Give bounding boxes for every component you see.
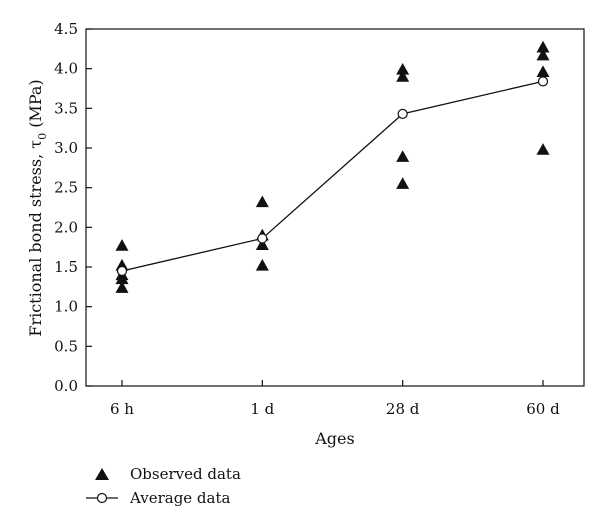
y-axis-title: Frictional bond stress, τ0 (MPa) <box>26 79 49 336</box>
legend-item-average: Average data <box>86 489 231 507</box>
y-tick-label: 0.0 <box>54 377 78 395</box>
legend: Observed data Average data <box>86 465 241 507</box>
y-tick-label: 2.5 <box>54 179 78 197</box>
observed-point <box>255 238 269 250</box>
y-tick-label: 1.0 <box>54 298 78 316</box>
average-series <box>121 80 544 272</box>
observed-point <box>255 258 269 271</box>
plot-frame <box>85 28 585 387</box>
observed-point <box>396 62 410 75</box>
legend-observed-label: Observed data <box>130 465 241 483</box>
average-markers <box>116 76 549 277</box>
average-line <box>121 80 544 272</box>
observed-point <box>536 143 550 155</box>
legend-item-observed: Observed data <box>95 465 241 483</box>
y-tick-label: 3.0 <box>54 139 78 157</box>
y-tick-label: 3.5 <box>54 99 78 117</box>
observed-point <box>115 272 129 285</box>
x-tick-label: 6 h <box>110 400 134 418</box>
observed-point <box>115 281 129 293</box>
observed-point <box>396 150 410 162</box>
x-tick-label: 28 d <box>386 400 420 418</box>
observed-point <box>115 239 129 251</box>
average-point <box>116 265 128 277</box>
x-axis: 6 h 1 d 28 d 60 d <box>110 380 560 418</box>
x-tick-label: 1 d <box>250 400 274 418</box>
y-axis-title-unit: (MPa) <box>26 79 45 133</box>
legend-average-label: Average data <box>129 489 231 507</box>
y-tick-label: 4.0 <box>54 60 78 78</box>
y-tick-label: 1.5 <box>54 258 78 276</box>
observed-point <box>536 40 550 53</box>
y-axis-title-subscript: 0 <box>36 133 49 140</box>
observed-point <box>396 70 410 82</box>
observed-point <box>536 65 550 78</box>
observed-series <box>115 40 550 293</box>
y-tick-label: 2.0 <box>54 218 78 236</box>
average-point <box>257 233 268 244</box>
observed-point <box>536 48 550 61</box>
observed-point <box>255 195 269 208</box>
observed-point <box>396 177 410 189</box>
average-point <box>397 108 408 119</box>
y-tick-label: 4.5 <box>54 20 78 38</box>
legend-observed-marker <box>95 468 109 480</box>
y-axis-title-main: Frictional bond stress, τ <box>26 140 45 337</box>
y-tick-label: 0.5 <box>54 337 78 355</box>
y-axis: 0.0 0.5 1.0 1.5 2.0 2.5 3.0 3.5 4.0 4.5 <box>54 20 92 395</box>
legend-average-marker <box>96 492 108 504</box>
x-tick-label: 60 d <box>526 400 560 418</box>
average-point <box>537 76 549 87</box>
x-axis-title: Ages <box>314 429 354 448</box>
